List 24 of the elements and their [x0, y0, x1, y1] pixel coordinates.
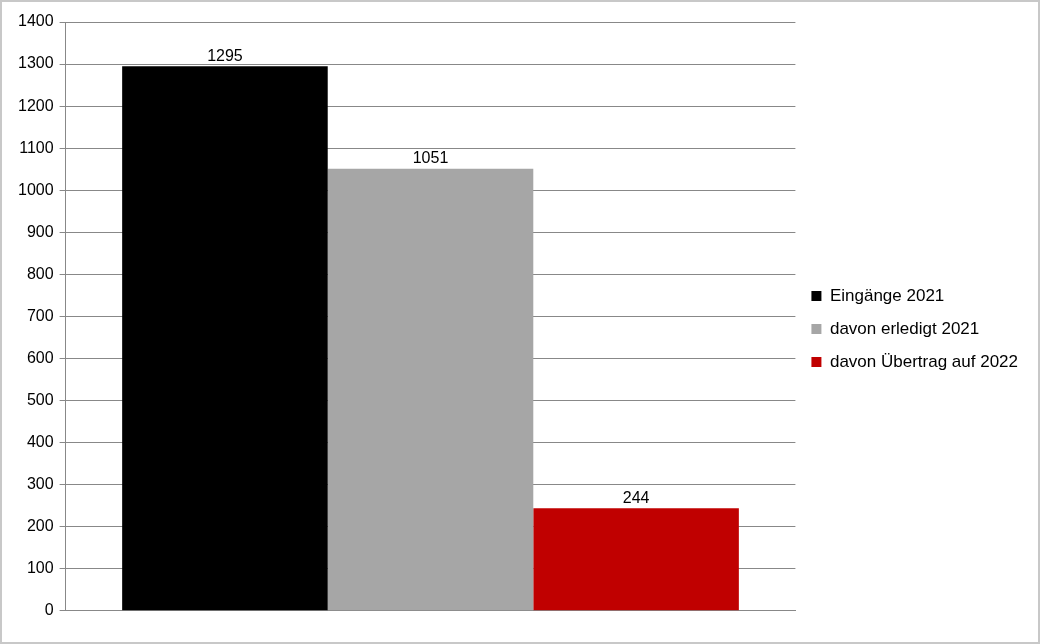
y-tick-label: 1200 [18, 96, 54, 114]
legend-label: davon erledigt 2021 [829, 318, 980, 338]
data-label: 1295 [207, 46, 243, 64]
data-label: 244 [622, 488, 650, 506]
legend-label: davon Übertrag auf 2022 [829, 351, 1019, 371]
y-tick-label: 700 [26, 306, 54, 324]
y-tick-label: 1000 [18, 180, 54, 198]
y-tick-label: 1400 [18, 12, 54, 30]
y-tick-label: 600 [26, 348, 54, 366]
y-tick-label: 1300 [18, 54, 54, 72]
y-tick-label: 1100 [19, 138, 54, 156]
data-label: 1051 [412, 149, 449, 167]
bar [327, 168, 534, 611]
y-tick-label: 900 [26, 222, 54, 240]
y-tick-label: 100 [26, 559, 54, 577]
y-tick-label: 300 [26, 475, 54, 493]
y-tick-label: 400 [26, 432, 54, 450]
bar [533, 508, 739, 611]
y-tick-label: 200 [26, 517, 54, 535]
y-tick-label: 800 [26, 264, 54, 282]
y-tick-label: 500 [26, 390, 54, 408]
bar [122, 66, 328, 611]
legend-label: Eingänge 2021 [829, 285, 945, 305]
y-tick-label: 0 [44, 601, 54, 619]
